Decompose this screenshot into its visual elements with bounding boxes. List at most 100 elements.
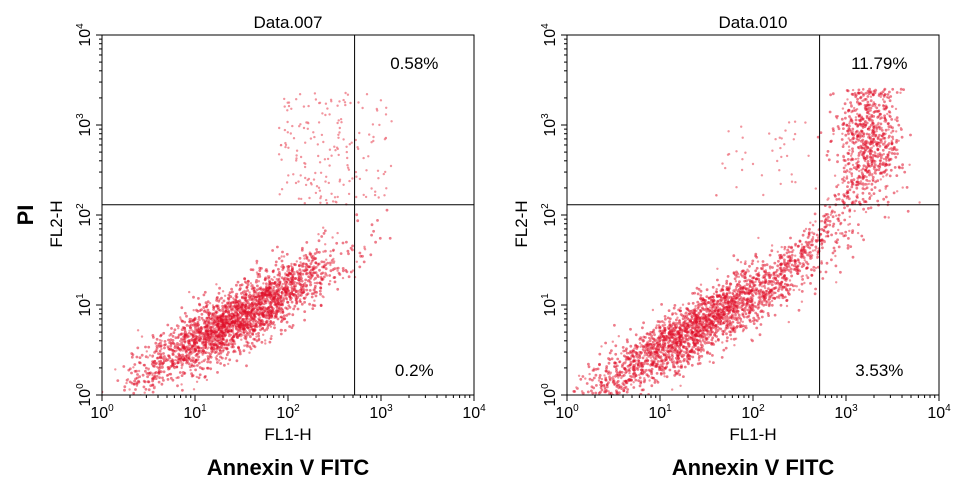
event-dot	[317, 154, 320, 158]
event-dot	[673, 304, 677, 307]
event-dot	[252, 321, 255, 324]
event-dot	[603, 423, 605, 425]
event-dot	[731, 309, 735, 313]
event-dot	[572, 395, 574, 397]
event-dot	[767, 271, 771, 275]
event-dot	[618, 404, 621, 407]
event-dot	[290, 262, 293, 266]
event-dot	[147, 345, 151, 349]
event-dot	[659, 350, 662, 354]
event-dot	[610, 376, 614, 380]
event-dot	[177, 327, 180, 330]
event-dot	[659, 368, 663, 371]
event-dot	[750, 262, 754, 266]
event-dot	[123, 385, 127, 389]
event-dot	[183, 326, 187, 330]
event-dot	[228, 320, 231, 324]
event-dot	[313, 271, 316, 275]
event-dot	[601, 412, 604, 415]
event-dot	[313, 290, 317, 294]
event-dot	[235, 292, 239, 296]
event-dot	[252, 313, 256, 316]
event-dot	[370, 223, 374, 227]
event-dot	[546, 411, 549, 414]
event-dot	[625, 390, 629, 394]
event-dot	[785, 304, 789, 308]
event-dot	[314, 266, 318, 269]
event-dot	[786, 283, 789, 287]
event-dot	[215, 328, 219, 332]
event-dot	[619, 402, 622, 405]
event-dot	[278, 126, 281, 130]
event-dot	[584, 409, 587, 412]
event-dot	[581, 375, 585, 378]
event-dot	[384, 113, 388, 116]
event-dot	[188, 365, 192, 369]
event-dot	[318, 289, 322, 293]
event-dot	[230, 341, 233, 345]
event-dot	[209, 343, 213, 346]
event-dot	[691, 314, 694, 318]
event-dot	[869, 206, 873, 210]
event-dot	[670, 340, 674, 344]
event-dot	[177, 397, 179, 399]
event-dot	[242, 349, 246, 353]
event-dot	[169, 376, 173, 380]
event-dot	[681, 353, 684, 356]
event-dot	[696, 346, 700, 349]
event-dot	[653, 381, 657, 384]
event-dot	[716, 305, 719, 309]
event-dot	[308, 270, 312, 274]
event-dot	[188, 290, 191, 294]
event-dot	[336, 104, 339, 107]
event-dot	[721, 341, 724, 344]
event-dot	[140, 335, 144, 338]
event-dot	[297, 293, 300, 296]
event-dot	[699, 289, 703, 293]
event-dot	[223, 346, 226, 350]
event-dot	[180, 383, 183, 386]
event-dot	[694, 304, 697, 308]
event-dot	[208, 332, 212, 335]
event-dot	[211, 322, 214, 326]
event-dot	[293, 295, 297, 298]
event-dot	[206, 336, 210, 339]
event-dot	[711, 285, 715, 289]
event-dot	[732, 254, 736, 258]
event-dot	[338, 100, 341, 103]
event-dot	[217, 337, 220, 340]
event-dot	[325, 198, 328, 202]
event-dot	[341, 267, 345, 270]
event-dot	[271, 270, 275, 274]
event-dot	[124, 399, 127, 402]
event-dot	[282, 317, 286, 321]
event-dot	[328, 261, 332, 265]
event-dot	[308, 302, 311, 306]
event-dot	[592, 376, 596, 380]
event-dot	[690, 331, 694, 335]
event-dot	[625, 399, 628, 402]
event-dot	[764, 286, 767, 290]
event-dot	[169, 344, 173, 348]
event-dot	[713, 312, 716, 316]
event-dot	[200, 308, 203, 312]
event-dot	[224, 321, 228, 325]
event-dot	[296, 307, 300, 311]
event-dot	[215, 339, 219, 343]
event-dot	[258, 269, 262, 272]
event-dot	[788, 287, 792, 291]
x-tick-label: 104	[462, 403, 486, 422]
event-dot	[180, 306, 184, 310]
event-dot	[730, 321, 733, 325]
event-dot	[288, 280, 292, 284]
event-dot	[213, 330, 216, 333]
event-dot	[603, 386, 607, 389]
event-dot	[117, 400, 119, 402]
event-dot	[334, 200, 337, 203]
event-dot	[136, 398, 139, 401]
event-dot	[288, 325, 291, 328]
event-dot	[640, 388, 644, 392]
event-dot	[768, 276, 771, 280]
event-dot	[299, 123, 302, 126]
event-dot	[686, 360, 690, 364]
